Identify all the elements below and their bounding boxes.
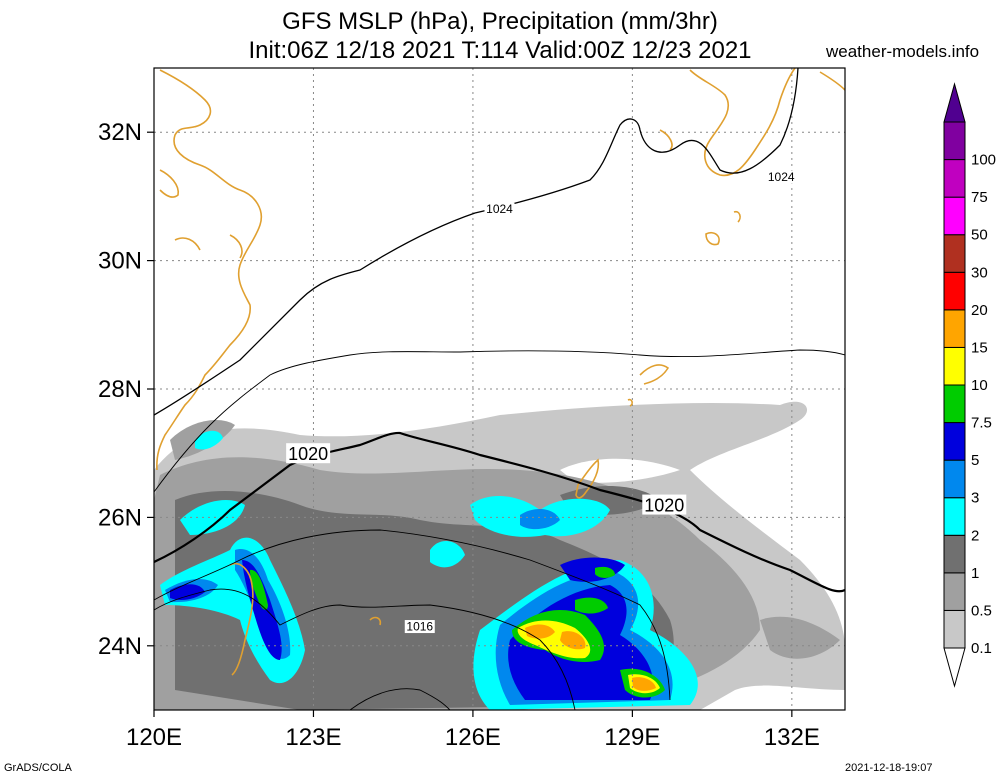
colorbar-swatch [943,196,966,236]
lat-lon-grid [154,68,845,710]
taiwan-coast [229,563,254,676]
site-credit[interactable]: weather-models.info [826,42,980,61]
axes: 32N 30N 28N 26N 24N 120E 123E 126E 129E 132E [98,119,820,751]
colorbar-label: 5 [971,452,979,469]
colorbar-label: 50 [971,227,988,244]
lon-tick-label: 123E [285,724,341,751]
precip-colorbar: 0.1 0.5 1 2 3 5 7.5 10 15 20 30 50 75 100 [943,82,996,688]
colorbar-label: 15 [971,339,988,356]
software-credit: GrADS/COLA [4,762,72,774]
isobar-label: 1024 [768,170,795,184]
coast-inlet [159,169,180,198]
isobar-1024 [154,68,799,416]
coastline [156,68,845,676]
colorbar-label: 1 [971,565,979,582]
colorbar-swatch [943,121,966,161]
islet-d [627,398,633,407]
isobar-label: 1020 [288,444,328,464]
lon-tick-label: 132E [764,724,820,751]
colorbar-label: 0.1 [971,640,992,657]
isobar-label-bg [404,620,435,634]
china-coast [156,69,262,471]
lon-tick-label: 126E [445,724,501,751]
isobar-1014 [349,688,451,710]
colorbar-swatch [943,572,966,611]
colorbar-label: 7.5 [971,415,992,432]
colorbar-swatch [943,271,966,311]
islet-a [659,129,673,151]
isobar-label-bg [484,202,515,216]
isobar-1018 [154,529,671,701]
isobar-labels: 1024 1024 1020 1020 1016 [286,170,797,634]
colorbar-label: 75 [971,189,988,206]
shikoku-coast [819,71,845,91]
lon-tick-label: 120E [126,724,182,751]
lat-tick-label: 28N [98,376,142,403]
colorbar-label: 2 [971,527,979,544]
lat-tick-label: 30N [98,248,142,275]
okinawa-island [575,458,600,499]
lat-tick-label: 24N [98,633,142,660]
colorbar-swatch [943,234,966,273]
islet-b [705,231,720,246]
colorbar-swatch [943,609,966,649]
colorbar-top-triangle [943,82,966,123]
colorbar-label: 20 [971,302,988,319]
colorbar-swatch [943,309,966,348]
colorbar-label: 30 [971,264,988,281]
coast-islet [229,234,243,259]
colorbar-label: 100 [971,152,996,169]
colorbar-swatch [943,459,966,499]
render-timestamp: 2021-12-18-19:07 [845,762,933,774]
isobar-1016 [154,588,576,710]
isobar-label: 1016 [406,620,433,634]
isobar-1022 [154,349,845,493]
colorbar-label: 10 [971,377,988,394]
kyushu-coast [689,68,796,177]
lon-tick-label: 129E [604,724,660,751]
coast-bay [174,237,201,251]
isobar-label-bg [766,170,797,184]
isobar-1020 [154,431,845,593]
isobar-label: 1020 [644,496,684,516]
colorbar-swatch [943,534,966,574]
isobar-label: 1024 [486,202,513,216]
lat-tick-label: 32N [98,119,142,146]
colorbar-swatch [943,384,966,424]
lat-tick-label: 26N [98,504,142,531]
amami-island [639,364,670,385]
islet-c [733,210,741,223]
precipitation-field [154,401,845,710]
map-title: GFS MSLP (hPa), Precipitation (mm/3hr) [282,8,718,35]
colorbar-bottom-triangle [943,647,966,688]
colorbar-swatch [943,346,966,386]
colorbar-label: 0.5 [971,602,992,619]
isobar-label-bg [642,494,687,515]
islet-e [369,616,382,626]
isobars [154,68,845,710]
isobar-label-bg [286,443,331,464]
colorbar-label: 3 [971,490,979,507]
map-subtitle: Init:06Z 12/18 2021 T:114 Valid:00Z 12/2… [248,37,752,64]
colorbar-swatch [943,422,966,461]
colorbar-swatch [943,497,966,536]
colorbar-swatch [943,159,966,198]
